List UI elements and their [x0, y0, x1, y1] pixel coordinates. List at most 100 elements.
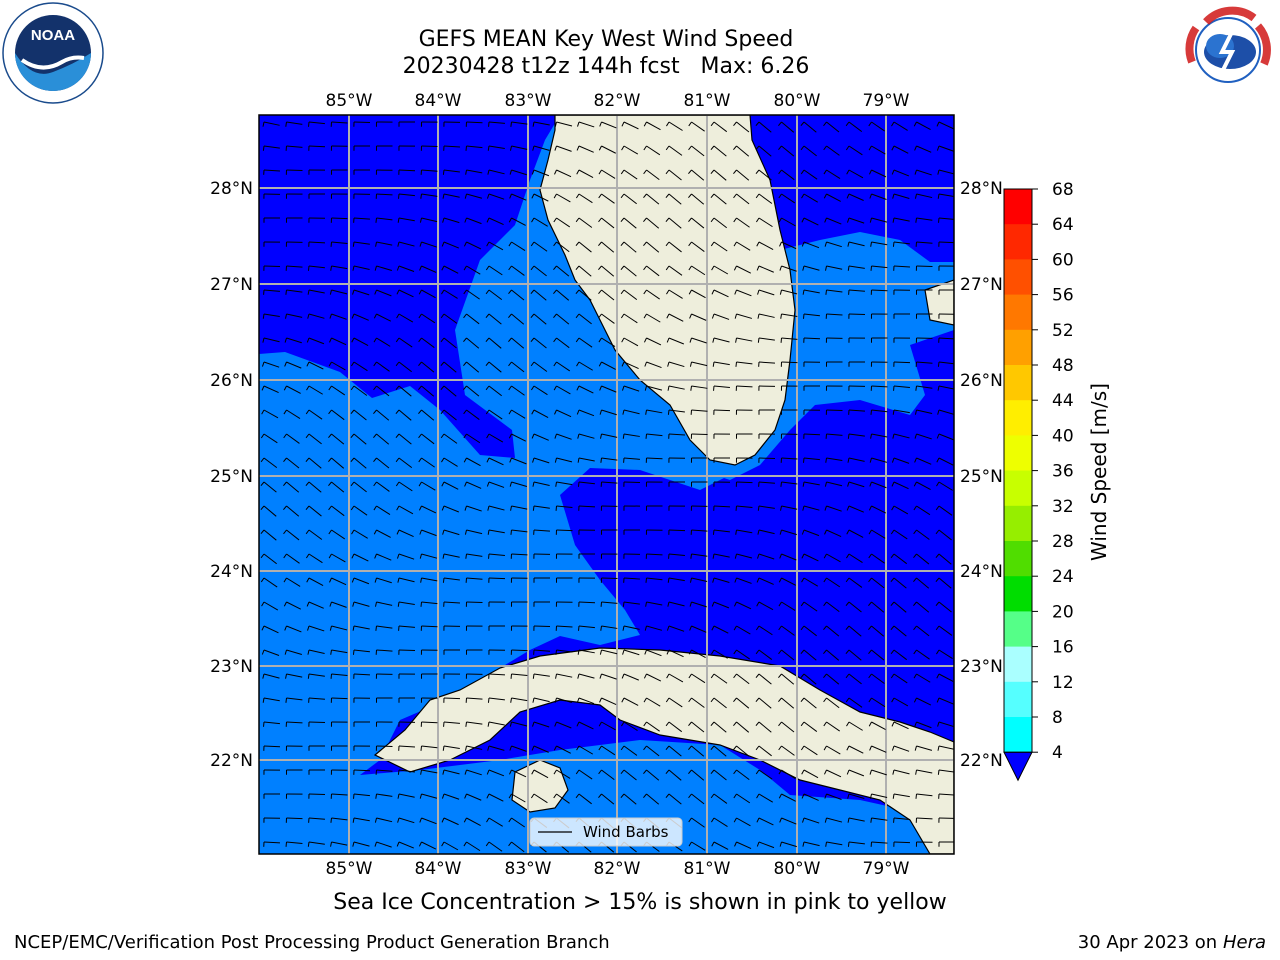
- wind-barb-flag: [666, 649, 670, 655]
- wind-barb: [511, 457, 527, 465]
- wind-barb: [398, 745, 415, 748]
- wind-barb-flag: [868, 553, 872, 559]
- wind-barb-flag: [800, 649, 805, 655]
- wind-barb-flag: [463, 817, 467, 823]
- wind-barb-flag: [510, 505, 512, 511]
- wind-barb-flag: [510, 121, 512, 127]
- wind-barb: [533, 697, 550, 703]
- wind-barb-flag: [937, 193, 940, 199]
- wind-barb: [466, 361, 480, 373]
- wind-barb-flag: [868, 601, 872, 607]
- lon-label: 83°W: [505, 91, 552, 111]
- wind-barb-flag: [914, 721, 917, 727]
- wind-barb-flag: [870, 433, 872, 439]
- wind-barb-flag: [621, 361, 625, 367]
- wind-barb: [601, 241, 615, 253]
- wind-barb: [263, 409, 279, 419]
- wind-barb-flag: [555, 673, 557, 679]
- wind-barb-flag: [733, 769, 737, 775]
- wind-barb: [848, 193, 864, 201]
- wind-barb: [781, 769, 796, 779]
- wind-barb: [781, 505, 798, 510]
- wind-barb-flag: [778, 193, 782, 199]
- wind-barb-flag: [869, 193, 872, 199]
- wind-barb: [443, 337, 457, 349]
- wind-barb: [668, 721, 683, 733]
- wind-barb: [398, 577, 415, 583]
- wind-barb: [511, 721, 528, 727]
- wind-barb: [578, 673, 595, 679]
- wind-barb: [691, 361, 708, 367]
- wind-barb-flag: [577, 673, 580, 679]
- wind-barb-flag: [420, 193, 422, 199]
- wind-barb-flag: [779, 241, 782, 247]
- wind-barb-flag: [284, 361, 287, 367]
- wind-barb: [376, 361, 390, 372]
- wind-barb-flag: [891, 721, 895, 727]
- wind-barb: [938, 337, 954, 340]
- wind-barb: [376, 385, 390, 397]
- wind-barb: [646, 265, 660, 277]
- wind-barb: [736, 529, 753, 534]
- wind-barb-flag: [778, 217, 782, 223]
- wind-barb-flag: [825, 841, 827, 847]
- wind-barb-flag: [757, 337, 760, 343]
- wind-barb-flag: [778, 601, 782, 607]
- wind-barb-flag: [328, 409, 332, 415]
- wind-barb: [263, 529, 277, 541]
- wind-barb-flag: [553, 313, 557, 319]
- wind-barb-flag: [800, 121, 805, 127]
- wind-barb-flag: [890, 673, 895, 679]
- wind-barb: [533, 337, 547, 349]
- wind-barb: [803, 289, 820, 294]
- wind-barb: [466, 265, 481, 275]
- wind-barb: [286, 289, 303, 293]
- wind-barb: [668, 553, 685, 556]
- wind-barb: [353, 649, 370, 653]
- wind-barb-flag: [531, 169, 535, 175]
- wind-barb: [488, 361, 502, 373]
- wind-barb-flag: [689, 337, 692, 343]
- wind-barb: [848, 673, 862, 685]
- wind-barb: [443, 457, 458, 467]
- wind-barb-flag: [283, 457, 287, 463]
- wind-barb: [848, 625, 862, 637]
- wind-barb: [758, 169, 772, 181]
- wind-barb: [691, 817, 705, 828]
- wind-barb-flag: [532, 481, 535, 487]
- wind-barb-flag: [733, 721, 737, 726]
- wind-barb-flag: [733, 193, 737, 199]
- wind-barb-flag: [802, 841, 805, 847]
- wind-barb-flag: [755, 721, 760, 727]
- wind-barb: [713, 577, 730, 583]
- wind-barb: [533, 241, 548, 252]
- wind-barb-flag: [733, 145, 737, 150]
- wind-barb-flag: [418, 457, 422, 463]
- lon-label: 81°W: [684, 91, 731, 111]
- wind-barb: [893, 601, 907, 613]
- wind-barb-flag: [780, 481, 782, 487]
- wind-barb-flag: [373, 385, 377, 391]
- lon-label: 84°W: [415, 859, 462, 879]
- wind-barb-flag: [306, 385, 310, 391]
- wind-barb-flag: [802, 265, 805, 271]
- wind-barb-flag: [845, 625, 850, 630]
- wind-barb-flag: [306, 361, 310, 367]
- lat-label: 22°N: [960, 751, 1003, 771]
- wind-barb: [848, 121, 863, 132]
- wind-barb-flag: [667, 409, 670, 415]
- wind-barb-flag: [306, 601, 310, 607]
- wind-barb: [758, 817, 774, 826]
- wind-barb: [443, 313, 458, 324]
- wind-barb: [916, 553, 930, 565]
- wind-barb: [331, 433, 345, 445]
- wind-barb-flag: [509, 145, 512, 151]
- wind-barb-flag: [598, 361, 602, 367]
- wind-barb-flag: [373, 529, 377, 535]
- wind-barb-flag: [891, 121, 895, 127]
- wind-barb-flag: [575, 193, 580, 199]
- wind-barb-flag: [779, 553, 782, 559]
- wind-barb: [421, 169, 438, 172]
- lon-label: 83°W: [505, 859, 552, 879]
- colorbar-tick-label: 8: [1052, 708, 1063, 728]
